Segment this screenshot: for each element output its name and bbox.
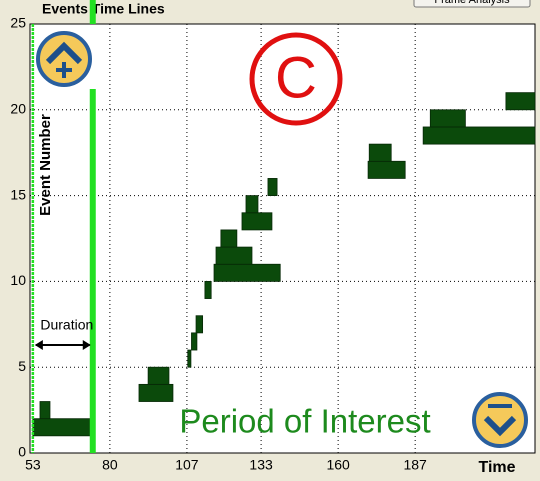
x-tick-label: 160	[326, 457, 350, 473]
event-bar	[147, 366, 170, 385]
frame-analysis-button[interactable]: Frame Analysis	[413, 0, 531, 8]
event-bar	[138, 383, 174, 402]
event-bar	[220, 229, 238, 248]
button-label[interactable]: Frame Analysis	[434, 0, 510, 6]
button-circle[interactable]	[36, 31, 92, 87]
event-bar	[213, 263, 281, 282]
x-axis-label: Time	[478, 459, 515, 476]
y-tick-label: 0	[18, 444, 26, 460]
button-circle[interactable]	[472, 392, 528, 448]
y-tick-label: 10	[10, 272, 26, 288]
event-bar	[204, 280, 212, 299]
y-axis-label: Event Number	[37, 114, 54, 216]
button-frame[interactable]	[413, 0, 531, 8]
x-tick-label: 133	[249, 457, 273, 473]
x-tick-label: 187	[403, 457, 427, 473]
y-tick-label: 15	[10, 186, 26, 202]
event-bar	[368, 143, 392, 162]
event-bar	[215, 246, 253, 265]
plus	[56, 62, 72, 78]
event-bar	[245, 195, 259, 214]
chevron	[483, 415, 517, 437]
event-bar	[367, 160, 406, 179]
event-bar	[195, 315, 204, 334]
watermark-letter: C	[275, 45, 317, 110]
chart-title: Events Time Lines	[42, 1, 165, 17]
event-bar	[191, 332, 198, 351]
plot-area	[29, 23, 536, 454]
event-bar	[505, 92, 536, 111]
event-bar	[187, 349, 192, 368]
x-tick-label: 107	[175, 457, 199, 473]
annotation: Period of Interest	[179, 403, 430, 440]
y-tick-label: 25	[10, 15, 26, 31]
plot: 0 5 10 15 20 25 53 80 107 133 160 187 Duration	[10, 15, 536, 473]
watermark-circle	[249, 32, 343, 126]
y-tick-label: 20	[10, 101, 26, 117]
zoom-up-button[interactable]	[36, 31, 92, 87]
event-bar	[241, 212, 273, 231]
duration-label: Duration	[40, 317, 93, 333]
event-bar	[39, 401, 51, 420]
event-bar	[422, 126, 536, 145]
y-tick-label: 5	[18, 358, 26, 374]
event-bar	[429, 109, 466, 128]
event-bar	[267, 178, 278, 197]
chevron	[45, 41, 83, 65]
zoom-down-button[interactable]	[472, 392, 528, 448]
x-tick-label: 80	[102, 457, 118, 473]
event-bar	[32, 418, 92, 437]
x-tick-label: 53	[25, 457, 41, 473]
